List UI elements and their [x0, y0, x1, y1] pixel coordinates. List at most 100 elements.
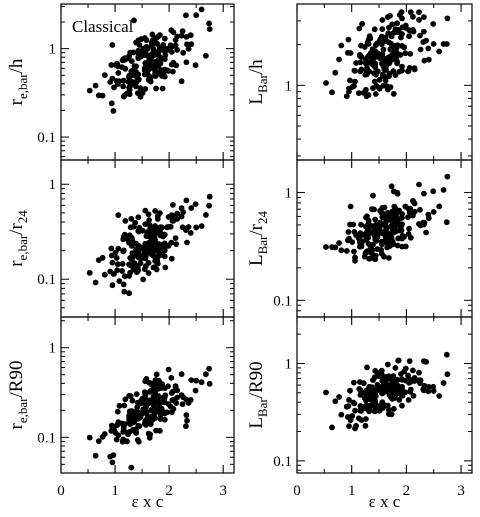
data-point [153, 69, 160, 76]
data-point [160, 394, 167, 401]
data-point [416, 181, 422, 188]
data-point [407, 386, 414, 393]
data-point [131, 418, 138, 425]
data-point [193, 224, 200, 231]
data-point [386, 212, 393, 219]
data-point [206, 20, 213, 27]
data-point [444, 15, 451, 22]
data-point [142, 392, 149, 399]
data-point [363, 59, 369, 65]
data-point [150, 252, 157, 259]
data-point [365, 53, 371, 60]
data-point [131, 63, 138, 70]
data-point [183, 12, 189, 19]
data-point [120, 77, 127, 84]
data-point [128, 78, 135, 85]
data-point [371, 390, 377, 397]
data-point [390, 405, 397, 412]
data-point [172, 215, 179, 222]
data-point [365, 234, 371, 241]
data-point [128, 235, 135, 241]
data-point [178, 205, 185, 212]
data-point [366, 230, 373, 237]
data-point [421, 57, 428, 64]
data-point [365, 388, 372, 395]
data-point [353, 422, 359, 429]
data-point [358, 42, 364, 49]
data-point [152, 49, 159, 56]
data-point [135, 214, 142, 221]
x-tick-label: 3 [219, 483, 227, 499]
data-point [336, 240, 342, 246]
data-point [133, 391, 140, 397]
data-point [167, 403, 174, 410]
data-point [92, 452, 99, 459]
data-point [142, 221, 149, 228]
data-point [368, 223, 375, 229]
data-point [351, 379, 357, 386]
data-point [165, 366, 172, 373]
data-point [178, 78, 185, 85]
y-tick-label: 1 [49, 42, 57, 58]
data-point [109, 42, 116, 48]
data-point [138, 36, 144, 43]
data-point [121, 402, 128, 409]
data-point [368, 402, 375, 409]
data-point [143, 61, 149, 68]
data-point [168, 27, 175, 34]
data-point [392, 365, 399, 371]
data-point [114, 422, 121, 428]
data-point [145, 211, 152, 218]
data-point [399, 402, 405, 409]
data-point [399, 214, 405, 221]
data-point [159, 73, 166, 79]
x-tick-label: 2 [165, 483, 173, 499]
x-tick-label: 2 [403, 483, 411, 499]
data-point [352, 257, 358, 264]
data-point [402, 203, 409, 210]
data-point [183, 197, 190, 204]
data-point [405, 214, 411, 221]
data-point [112, 62, 119, 68]
data-point [386, 373, 392, 380]
data-point [379, 214, 386, 221]
data-point [206, 193, 213, 200]
data-point [423, 359, 429, 365]
data-point [161, 247, 168, 254]
data-point [386, 392, 393, 398]
data-point [198, 223, 205, 230]
data-point [113, 436, 120, 443]
data-point [436, 393, 443, 399]
y-tick-label: 0.1 [273, 293, 292, 309]
data-point [120, 424, 127, 431]
data-point [167, 42, 174, 49]
data-point [353, 60, 359, 66]
data-point [399, 376, 405, 383]
data-point [120, 233, 127, 240]
data-point [154, 213, 161, 220]
x-tick-label: 0 [57, 483, 65, 499]
data-point [126, 53, 132, 60]
data-point [122, 218, 129, 224]
data-point [436, 48, 443, 55]
data-point [86, 434, 93, 441]
data-point [130, 426, 136, 433]
data-point [323, 80, 329, 86]
data-point [386, 255, 392, 261]
data-point [358, 403, 365, 410]
data-point [193, 12, 200, 19]
data-point [111, 270, 117, 277]
data-point [108, 62, 115, 68]
data-point [346, 397, 352, 403]
data-point [86, 270, 93, 276]
data-point [329, 89, 335, 96]
data-point [206, 365, 213, 372]
data-point [122, 65, 129, 72]
data-point [185, 46, 192, 52]
data-point [363, 405, 369, 412]
data-point [369, 206, 375, 213]
data-point [421, 190, 427, 197]
data-point [350, 83, 357, 89]
data-point [399, 15, 405, 22]
data-point [378, 247, 385, 253]
